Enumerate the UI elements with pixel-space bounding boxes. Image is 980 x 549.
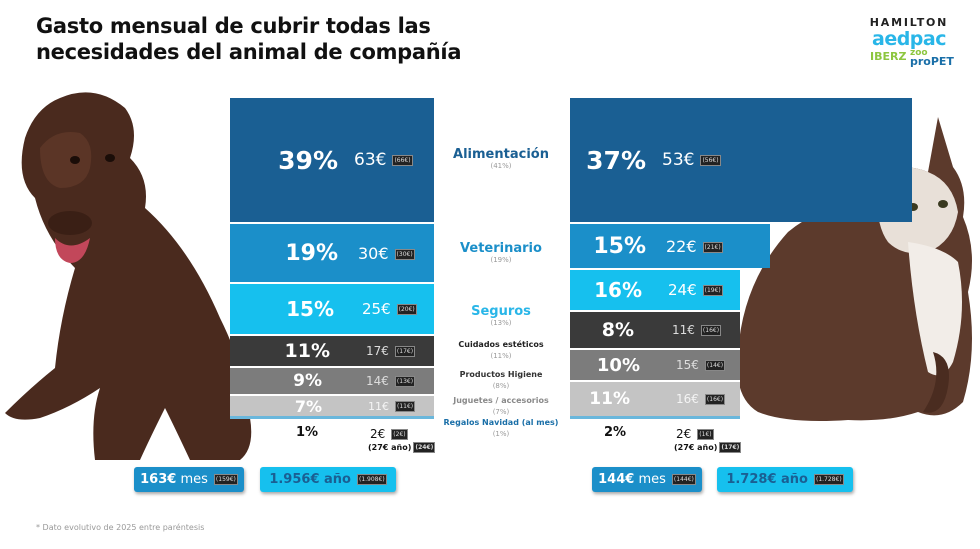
dog-pct: 7% — [294, 396, 322, 416]
dog-segment-juguetes: 7% 11€ (11€) — [230, 396, 434, 416]
divider — [230, 222, 434, 224]
cat-pct: 11% — [589, 389, 630, 409]
divider — [570, 348, 740, 350]
cat-eur: 16€ — [676, 392, 699, 406]
divider — [570, 310, 740, 312]
category-seguros: Seguros (13%) — [471, 304, 531, 328]
cat-prev: (56€) — [700, 154, 721, 166]
cat-pct: 10% — [596, 354, 640, 376]
divider — [570, 222, 740, 224]
cat-segment-alimentacion: 37% 53€ (56€) — [570, 98, 912, 222]
title-line-1: Gasto mensual de cubrir todas las — [36, 14, 431, 38]
cat-eur: 15€ — [676, 358, 699, 372]
divider — [570, 268, 740, 270]
category-higiene: Productos Higiene (8%) — [459, 370, 543, 390]
cat-pct: 15% — [593, 233, 646, 259]
category-cuidados: Cuidados estéticos (11%) — [458, 340, 544, 360]
dog-prev: (11€) — [395, 401, 416, 412]
cat-segment-cuidados: 8% 11€ (16€) — [570, 312, 740, 348]
dog-pct: 11% — [284, 340, 330, 362]
divider — [230, 334, 434, 336]
cat-segment-higiene: 10% 15€ (14€) — [570, 350, 740, 380]
divider — [230, 394, 434, 396]
divider — [230, 366, 434, 368]
regalos-line — [230, 416, 434, 419]
cat-eur-regalos: 2€ (1€) — [676, 427, 714, 441]
dog-segment-seguros: 15% 25€ (20€) — [230, 284, 434, 334]
dog-year-regalos: (27€ año) (24€) — [368, 442, 436, 453]
cat-prev: (19€) — [702, 285, 723, 296]
cat-prev: (14€) — [704, 360, 726, 371]
hamilton-logo: HAMILTON — [869, 16, 949, 29]
dog-pct: 9% — [293, 371, 322, 391]
title-line-2: necesidades del animal de compañía — [36, 40, 462, 64]
cat-prev: (21€) — [702, 241, 723, 253]
cat-segment-seguros: 16% 24€ (19€) — [570, 270, 740, 310]
dog-eur: 17€ — [366, 344, 389, 358]
cat-eur: 24€ — [668, 281, 697, 299]
iberzoo-propet-logo: IBERZ zoo proPET — [870, 48, 954, 68]
cat-segment-veterinario: 15% 22€ (21€) — [570, 224, 770, 268]
category-alimentacion: Alimentación (41%) — [453, 147, 549, 171]
cat-prev: (16€) — [704, 394, 726, 405]
cat-segment-juguetes: 11% 16€ (16€) — [570, 382, 740, 416]
dog-prev: (17€) — [394, 346, 416, 357]
dog-stack: 39% 63€ (66€) 19% 30€ (30€) 15% 25€ (20€) 1… — [230, 98, 434, 428]
cat-stack: 37% 53€ (56€) 15% 22€ (21€) 16% 24€ (19€) 8… — [570, 98, 912, 428]
dog-segment-alimentacion: 39% 63€ (66€) — [230, 98, 434, 222]
aedpac-logo: aedpac — [872, 28, 947, 50]
category-veterinario: Veterinario (19%) — [460, 241, 542, 265]
dog-image — [5, 92, 252, 460]
dog-total-month: 163€ mes (159€) — [134, 467, 244, 492]
sponsor-logos: HAMILTON aedpac IBERZ zoo proPET — [866, 16, 954, 69]
regalos-line — [570, 416, 740, 419]
dog-pct-regalos: 1% — [296, 425, 319, 440]
cat-eur: 11€ — [672, 323, 695, 337]
cat-pct: 8% — [601, 319, 634, 341]
dog-eur: 11€ — [368, 399, 389, 413]
cat-eur: 22€ — [666, 236, 697, 256]
cat-pct: 16% — [594, 278, 642, 302]
footnote: * Dato evolutivo de 2025 entre paréntesi… — [36, 523, 205, 532]
dog-segment-veterinario: 19% 30€ (30€) — [230, 224, 434, 282]
category-regalos: Regalos Navidad (al mes) (1%) — [443, 418, 559, 438]
cat-prev: (16€) — [700, 325, 722, 336]
dog-eur: 14€ — [366, 374, 389, 388]
dog-segment-cuidados: 11% 17€ (17€) — [230, 336, 434, 366]
cat-total-year: 1.728€ año (1.728€) — [717, 467, 853, 492]
dog-eur: 63€ — [354, 150, 387, 170]
dog-prev: (66€) — [392, 154, 413, 166]
dog-prev: (20€) — [396, 304, 417, 315]
dog-prev: (13€) — [394, 376, 416, 387]
cat-year-regalos: (27€ año) (17€) — [674, 442, 742, 453]
cat-pct: 37% — [586, 145, 646, 175]
category-juguetes: Juguetes / accesorios (7%) — [453, 396, 549, 416]
dog-pct: 19% — [285, 240, 338, 266]
page-title: Gasto mensual de cubrir todas las necesi… — [36, 13, 462, 65]
dog-pct: 15% — [286, 297, 334, 321]
dog-prev: (30€) — [394, 248, 415, 260]
dog-eur: 30€ — [358, 243, 389, 263]
cat-pct-regalos: 2% — [604, 425, 627, 440]
dog-eur: 25€ — [362, 300, 391, 318]
cat-total-month: 144€ mes (144€) — [592, 467, 702, 492]
dog-total-year: 1.956€ año (1.908€) — [260, 467, 396, 492]
dog-segment-higiene: 9% 14€ (13€) — [230, 368, 434, 394]
dog-eur-regalos: 2€ (2€) — [370, 427, 408, 441]
divider — [230, 282, 434, 284]
dog-pct: 39% — [278, 145, 338, 175]
divider — [570, 380, 740, 382]
cat-eur: 53€ — [662, 150, 695, 170]
cat-image — [737, 117, 972, 421]
